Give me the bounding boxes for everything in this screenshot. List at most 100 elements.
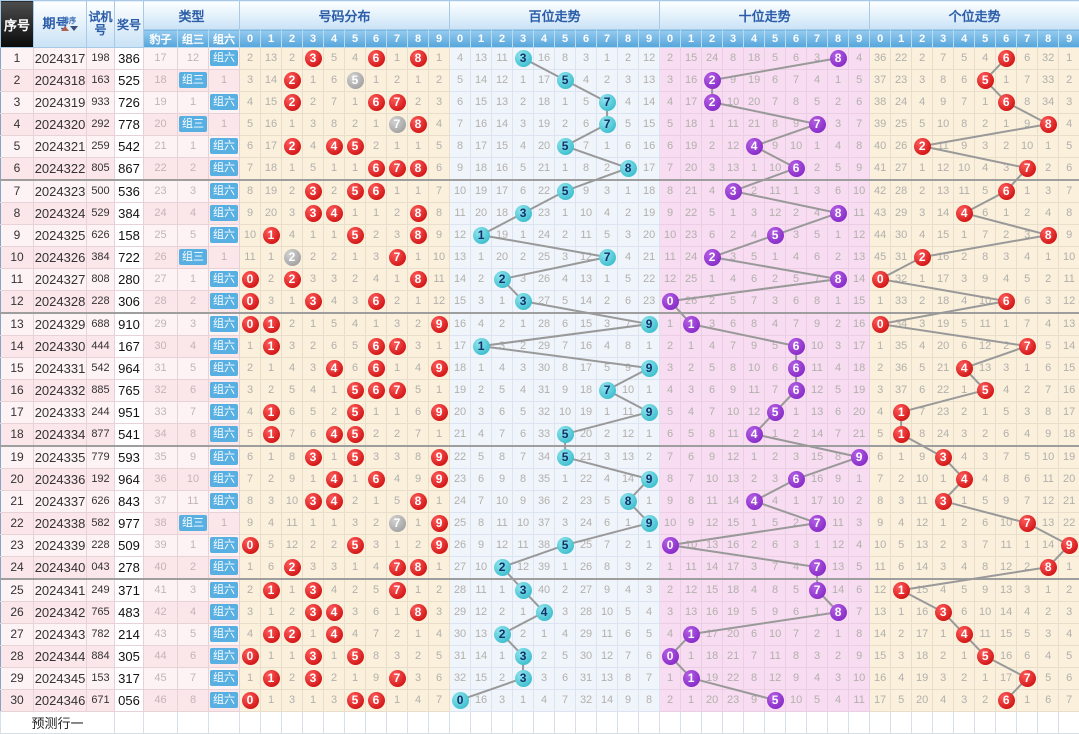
hundreds-cell: 3 bbox=[513, 579, 534, 602]
sort-asc-icon[interactable] bbox=[61, 26, 69, 31]
units-cell: 4 bbox=[912, 225, 933, 247]
units-cell: 13 bbox=[912, 535, 933, 557]
hundreds-cell: 1 bbox=[597, 402, 618, 424]
hundreds-cell: 3 bbox=[555, 247, 576, 269]
group3-cell: 10 bbox=[178, 469, 209, 491]
prize-ball: 3 bbox=[725, 183, 742, 200]
tens-cell: 21 bbox=[744, 114, 765, 136]
tens-cell: 10 bbox=[807, 336, 828, 358]
hundreds-cell: 24 bbox=[576, 513, 597, 535]
units-cell: 8 bbox=[1038, 557, 1059, 580]
prize-ball: 3 bbox=[305, 493, 322, 510]
period-cell: 2024319 bbox=[34, 92, 87, 114]
prize-ball: 9 bbox=[431, 449, 448, 466]
hundreds-cell: 29 bbox=[534, 336, 555, 358]
hundreds-cell: 13 bbox=[576, 269, 597, 291]
tens-cell: 7 bbox=[807, 114, 828, 136]
dist-cell: 6 bbox=[408, 402, 429, 424]
tens-cell: 5 bbox=[765, 336, 786, 358]
type-badge: 组三 bbox=[179, 249, 207, 265]
hundreds-cell: 7 bbox=[597, 114, 618, 136]
prize-ball: 7 bbox=[1019, 160, 1036, 177]
col-header-period[interactable]: 期号 排序 bbox=[34, 1, 87, 48]
prediction-empty-cell bbox=[723, 712, 744, 734]
units-cell: 5 bbox=[975, 491, 996, 513]
dist-cell: 7 bbox=[387, 380, 408, 402]
hundreds-cell: 1 bbox=[513, 602, 534, 624]
units-cell: 1 bbox=[912, 158, 933, 181]
units-cell: 1 bbox=[1017, 358, 1038, 380]
units-cell: 18 bbox=[1059, 424, 1079, 447]
units-cell: 5 bbox=[975, 380, 996, 402]
group3-cell: 2 bbox=[178, 557, 209, 580]
hundreds-cell: 4 bbox=[597, 203, 618, 225]
tens-cell: 8 bbox=[744, 313, 765, 336]
tens-cell: 18 bbox=[681, 114, 702, 136]
dist-cell: 1 bbox=[408, 291, 429, 314]
hundreds-cell: 2 bbox=[471, 269, 492, 291]
dist-cell: 2 bbox=[366, 424, 387, 447]
group3-cell: 2 bbox=[178, 158, 209, 181]
dist-cell: 4 bbox=[282, 225, 303, 247]
units-cell: 6 bbox=[975, 203, 996, 225]
hundreds-cell: 9 bbox=[576, 180, 597, 203]
hundreds-cell: 9 bbox=[618, 358, 639, 380]
hundreds-cell: 5 bbox=[555, 180, 576, 203]
tens-cell: 20 bbox=[681, 158, 702, 181]
units-cell: 5 bbox=[1059, 136, 1079, 158]
prize-ball: 4 bbox=[326, 493, 343, 510]
hundreds-cell: 12 bbox=[618, 424, 639, 447]
dist-cell: 5 bbox=[324, 313, 345, 336]
group6-cell: 组六 bbox=[209, 646, 240, 668]
hundreds-cell: 26 bbox=[534, 269, 555, 291]
digit-header-5: 5 bbox=[975, 30, 996, 48]
digit-header-9: 9 bbox=[849, 30, 870, 48]
dist-cell: 1 bbox=[345, 668, 366, 690]
units-cell: 24 bbox=[933, 424, 954, 447]
group6-cell: 组六 bbox=[209, 535, 240, 557]
hundreds-cell: 8 bbox=[618, 158, 639, 181]
prize-ball: 5 bbox=[977, 382, 994, 399]
subheader-leopard: 豹子 bbox=[144, 30, 178, 48]
prize-ball: 8 bbox=[410, 227, 427, 244]
tens-cell: 4 bbox=[660, 92, 681, 114]
hundreds-cell: 20 bbox=[576, 424, 597, 447]
tens-cell: 5 bbox=[660, 402, 681, 424]
units-cell: 2 bbox=[975, 424, 996, 447]
hundreds-cell: 1 bbox=[492, 579, 513, 602]
units-cell: 2 bbox=[996, 225, 1017, 247]
units-cell: 6 bbox=[891, 557, 912, 580]
prize-ball: 8 bbox=[620, 493, 637, 510]
prize-ball: 9 bbox=[431, 360, 448, 377]
hundreds-cell: 4 bbox=[534, 602, 555, 624]
prize-ball: 4 bbox=[326, 360, 343, 377]
units-cell: 4 bbox=[1017, 602, 1038, 624]
hundreds-cell: 5 bbox=[471, 446, 492, 469]
tens-cell: 4 bbox=[849, 48, 870, 70]
units-cell: 6 bbox=[996, 48, 1017, 70]
prediction-empty-cell bbox=[891, 712, 912, 734]
tens-cell: 8 bbox=[723, 48, 744, 70]
units-cell: 2 bbox=[975, 114, 996, 136]
sort-desc-icon[interactable] bbox=[70, 26, 78, 31]
prize-ball: 5 bbox=[347, 72, 364, 89]
period-cell: 2024336 bbox=[34, 469, 87, 491]
prize-number-cell: 371 bbox=[115, 579, 144, 602]
tens-cell: 7 bbox=[786, 70, 807, 92]
tens-cell: 5 bbox=[723, 291, 744, 314]
units-cell: 11 bbox=[912, 491, 933, 513]
units-cell: 1 bbox=[891, 446, 912, 469]
units-cell: 5 bbox=[975, 646, 996, 668]
units-cell: 3 bbox=[996, 158, 1017, 181]
sort-control[interactable]: 排序 bbox=[61, 17, 78, 31]
group6-cell: 组六 bbox=[209, 48, 240, 70]
hundreds-cell: 1 bbox=[597, 269, 618, 291]
dist-cell: 4 bbox=[366, 557, 387, 580]
dist-cell: 1 bbox=[408, 180, 429, 203]
dist-cell: 2 bbox=[429, 70, 450, 92]
dist-cell: 6 bbox=[429, 668, 450, 690]
prize-ball: 2 bbox=[284, 249, 301, 266]
